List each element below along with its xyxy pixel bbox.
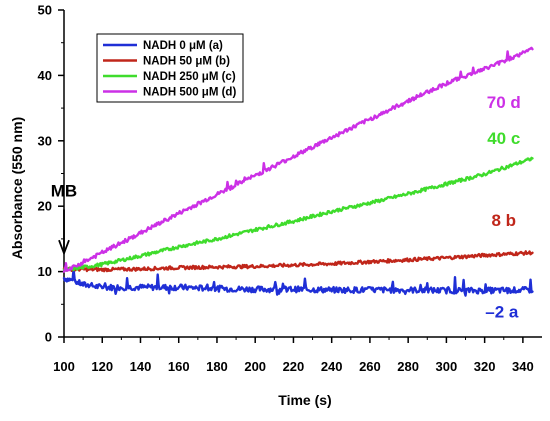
annotation-label: –2 a [485, 302, 519, 321]
x-tick-label: 100 [53, 359, 75, 374]
y-tick-label: 50 [38, 3, 52, 18]
series-layer [62, 46, 534, 297]
legend-entry: NADH 250 μM (c) [143, 71, 236, 83]
x-tick-label: 260 [359, 359, 381, 374]
series-line-2 [62, 250, 534, 273]
x-tick-label: 220 [283, 359, 305, 374]
x-tick-label: 320 [474, 359, 496, 374]
y-tick-label: 20 [38, 199, 52, 214]
legend-entry: NADH 0 μM (a) [143, 40, 223, 52]
y-axis-title: Absorbance (550 nm) [9, 117, 25, 259]
series-line-1 [62, 268, 534, 297]
legend-entry: NADH 500 μM (d) [143, 87, 236, 99]
x-tick-label: 280 [397, 359, 419, 374]
y-tick-label: 40 [38, 68, 52, 83]
mb-arrow-head [58, 239, 70, 256]
annotation-label: 40 c [487, 129, 520, 148]
x-tick-label: 340 [512, 359, 534, 374]
x-tick-label: 120 [91, 359, 113, 374]
axes-layer: 0 10 20 30 40 50 100 120 140 160 180 200 220 240 260 28… [38, 3, 542, 374]
legend-entry: NADH 50 μM (b) [143, 56, 230, 68]
y-tick-label: 30 [38, 133, 52, 148]
x-tick-label: 240 [321, 359, 343, 374]
x-axis-title: Time (s) [278, 392, 331, 408]
annotations: 70 d 40 c 8 b –2 a MB [51, 93, 521, 321]
series-line-4 [62, 46, 534, 273]
x-tick-label: 180 [206, 359, 228, 374]
y-tick-label: 10 [38, 264, 52, 279]
annotation-label: 8 b [491, 211, 516, 230]
x-tick-label: 160 [168, 359, 190, 374]
annotation-label: MB [51, 181, 77, 200]
legend: NADH 0 μM (a) NADH 50 μM (b) NADH 250 μM (… [96, 33, 244, 103]
annotation-label: 70 d [487, 93, 521, 112]
x-tick-label: 200 [244, 359, 266, 374]
y-tick-label: 0 [45, 330, 52, 345]
x-tick-label: 140 [130, 359, 152, 374]
series-line-3 [62, 156, 534, 272]
x-tick-label: 300 [436, 359, 458, 374]
